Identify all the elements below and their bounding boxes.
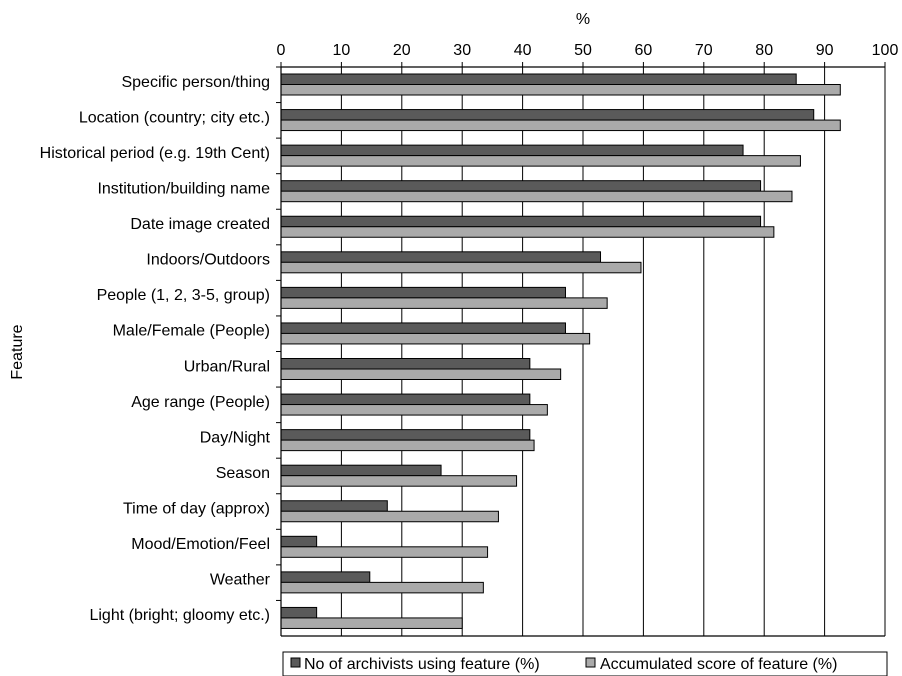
bar (280, 155, 801, 167)
bar (280, 251, 602, 263)
bar (280, 464, 442, 477)
category-label: Age range (People) (131, 394, 270, 411)
legend-swatch-archivists (290, 657, 301, 668)
x-tick-label: 0 (277, 42, 286, 59)
bar (280, 439, 535, 452)
category-labels: Specific person/thing Location (country; … (40, 66, 281, 624)
bar (280, 429, 531, 441)
x-tick-label: 70 (695, 42, 713, 59)
bar (280, 404, 548, 416)
bar (280, 322, 566, 334)
bar (280, 581, 484, 594)
bar (280, 606, 318, 619)
bar (280, 510, 499, 523)
x-tick-label: 40 (514, 42, 532, 59)
category-label: Mood/Emotion/Feel (131, 536, 270, 553)
bar (280, 261, 642, 274)
legend-label-archivists: No of archivists using feature (%) (304, 656, 540, 673)
x-tick-label: 50 (574, 42, 592, 59)
x-tick-label: 80 (755, 42, 773, 59)
bar (280, 180, 762, 192)
category-label: Indoors/Outdoors (146, 252, 270, 269)
category-label: Time of day (approx) (123, 501, 270, 518)
x-tick-label: 90 (816, 42, 834, 59)
legend-swatch-accumulated (585, 657, 596, 668)
bar (280, 226, 775, 238)
category-label: Urban/Rural (184, 358, 270, 375)
x-tick-labels: 0 10 20 30 40 50 60 70 80 90 100 (277, 42, 899, 67)
y-axis-title: Feature (9, 324, 26, 379)
bar (280, 393, 531, 406)
bar (280, 73, 797, 85)
bar (280, 500, 388, 512)
bar (280, 358, 531, 370)
category-label: Day/Night (200, 429, 271, 446)
bar (280, 286, 566, 299)
x-tick-label: 10 (333, 42, 351, 59)
bars (280, 73, 841, 629)
bar (280, 297, 608, 309)
category-label: People (1, 2, 3-5, group) (97, 287, 270, 304)
bar (280, 190, 793, 203)
legend-box (282, 651, 888, 676)
bar (280, 144, 744, 157)
bar (280, 368, 562, 380)
category-label: Weather (210, 572, 271, 589)
bar (280, 215, 762, 228)
bar (280, 571, 371, 583)
x-tick-label: 100 (872, 42, 899, 59)
bar (280, 617, 463, 629)
category-label: Institution/building name (97, 180, 270, 197)
bar (280, 109, 815, 121)
category-label: Light (bright; gloomy etc.) (89, 607, 270, 624)
bar (280, 332, 591, 345)
x-tick-label: 20 (393, 42, 411, 59)
legend: No of archivists using feature (%) Accum… (282, 651, 888, 676)
category-label: Season (216, 465, 270, 482)
legend-label-accumulated: Accumulated score of feature (%) (600, 656, 837, 673)
category-label: Date image created (130, 216, 270, 233)
category-label: Male/Female (People) (113, 323, 270, 340)
bar (280, 119, 841, 132)
x-axis-title: % (576, 11, 590, 28)
bar (280, 475, 518, 487)
category-label: Location (country; city etc.) (79, 109, 270, 126)
bar (280, 546, 489, 558)
category-label: Specific person/thing (121, 74, 270, 91)
bar (280, 535, 318, 548)
x-tick-label: 30 (453, 42, 471, 59)
category-label: Historical period (e.g. 19th Cent) (40, 145, 270, 162)
bar (280, 84, 841, 96)
x-tick-label: 60 (635, 42, 653, 59)
